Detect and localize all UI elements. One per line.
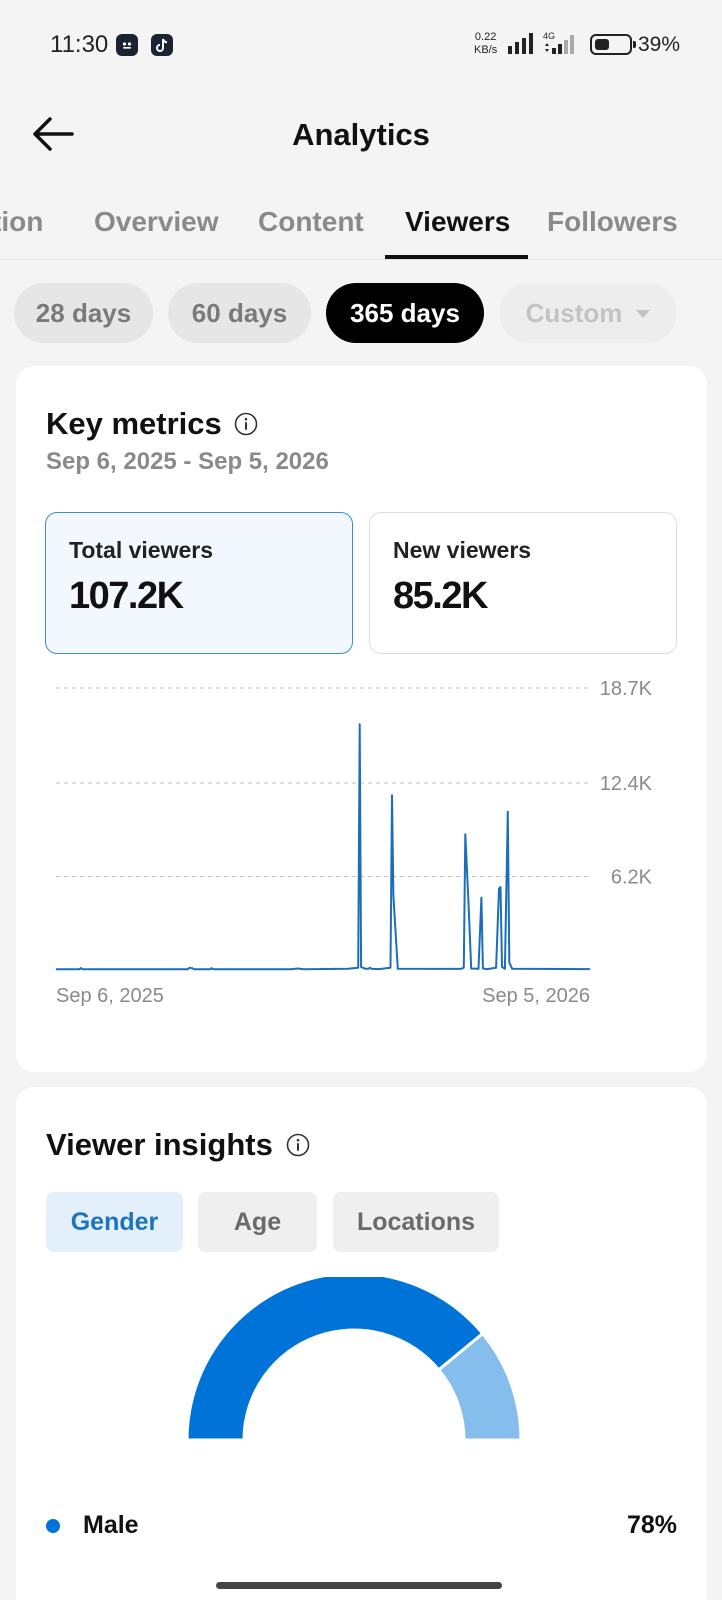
metric-label: New viewers (393, 537, 532, 563)
tab-content[interactable]: Content (258, 206, 364, 237)
battery-level (595, 39, 610, 50)
new-viewers-card[interactable]: New viewers 85.2K (369, 512, 677, 654)
legend-male-label: Male (83, 1511, 139, 1539)
status-time: 11:30 (50, 31, 109, 58)
y-tick-label: 18.7K (600, 678, 653, 700)
segment-age[interactable]: Age (198, 1192, 317, 1252)
tab-followers[interactable]: Followers (547, 206, 678, 237)
metric-label: Total viewers (69, 537, 214, 563)
active-tab-indicator (385, 255, 528, 259)
signal-strength-icon (508, 33, 533, 54)
key-metrics-card: Key metrics Sep 6, 2025 - Sep 5, 2026 To… (16, 366, 707, 1072)
viewer-insights-title: Viewer insights (46, 1127, 273, 1162)
caret-down-icon (636, 310, 651, 318)
viewer-insights-card: Viewer insights Gender Age Locations Mal… (16, 1087, 707, 1600)
info-icon[interactable] (286, 1133, 310, 1157)
x-tick-label-start: Sep 6, 2025 (56, 985, 164, 1007)
segment-gender[interactable]: Gender (46, 1192, 183, 1252)
male-legend-dot (46, 1519, 60, 1533)
tab-promotion[interactable]: tion (0, 206, 44, 237)
mobile-data-signal-icon: 4G (543, 31, 574, 54)
arrow-left-icon (33, 117, 74, 151)
legend-male-value: 78% (626, 1511, 677, 1539)
tiktok-icon (151, 34, 173, 56)
donut-slice-male (185, 1277, 485, 1442)
viewers-line-chart: 18.7K 12.4K 6.2K Sep 6, 2025 Sep 5, 2026 (56, 678, 653, 1007)
home-indicator (216, 1582, 502, 1589)
network-type-label: 4G (543, 31, 555, 41)
battery-icon (590, 34, 636, 55)
page-title: Analytics (292, 117, 430, 152)
tab-viewers[interactable]: Viewers (405, 206, 511, 237)
x-tick-label-end: Sep 5, 2026 (482, 985, 590, 1007)
info-icon[interactable] (234, 412, 258, 436)
y-tick-label: 6.2K (611, 867, 653, 889)
notification-app-icon (116, 34, 138, 56)
status-bar: 11:30 0.22 KB/s 4G 39% (0, 0, 722, 90)
period-custom-dropdown[interactable]: Custom (499, 283, 677, 343)
gender-half-donut-chart (185, 1277, 523, 1442)
metric-value: 85.2K (393, 575, 488, 617)
analytics-tabs: tion Overview Content Viewers Followers (0, 190, 722, 260)
period-60-days[interactable]: 60 days (168, 283, 311, 343)
network-speed-unit: KB/s (474, 44, 498, 56)
network-speed: 0.22 KB/s (474, 31, 497, 57)
tab-overview[interactable]: Overview (94, 206, 219, 237)
key-metrics-title: Key metrics (46, 406, 222, 441)
viewers-series-line (56, 723, 591, 971)
y-tick-label: 12.4K (600, 773, 653, 795)
period-365-days[interactable]: 365 days (326, 283, 484, 343)
total-viewers-card[interactable]: Total viewers 107.2K (45, 512, 353, 654)
segment-locations[interactable]: Locations (333, 1192, 499, 1252)
period-28-days[interactable]: 28 days (14, 283, 153, 343)
battery-percent: 39% (638, 33, 681, 56)
metric-value: 107.2K (69, 575, 184, 617)
network-speed-value: 0.22 (474, 31, 497, 43)
period-custom-label: Custom (525, 297, 623, 328)
date-range: Sep 6, 2025 - Sep 5, 2026 (46, 448, 329, 475)
donut-slice-female (436, 1331, 523, 1442)
back-button[interactable] (28, 111, 78, 157)
